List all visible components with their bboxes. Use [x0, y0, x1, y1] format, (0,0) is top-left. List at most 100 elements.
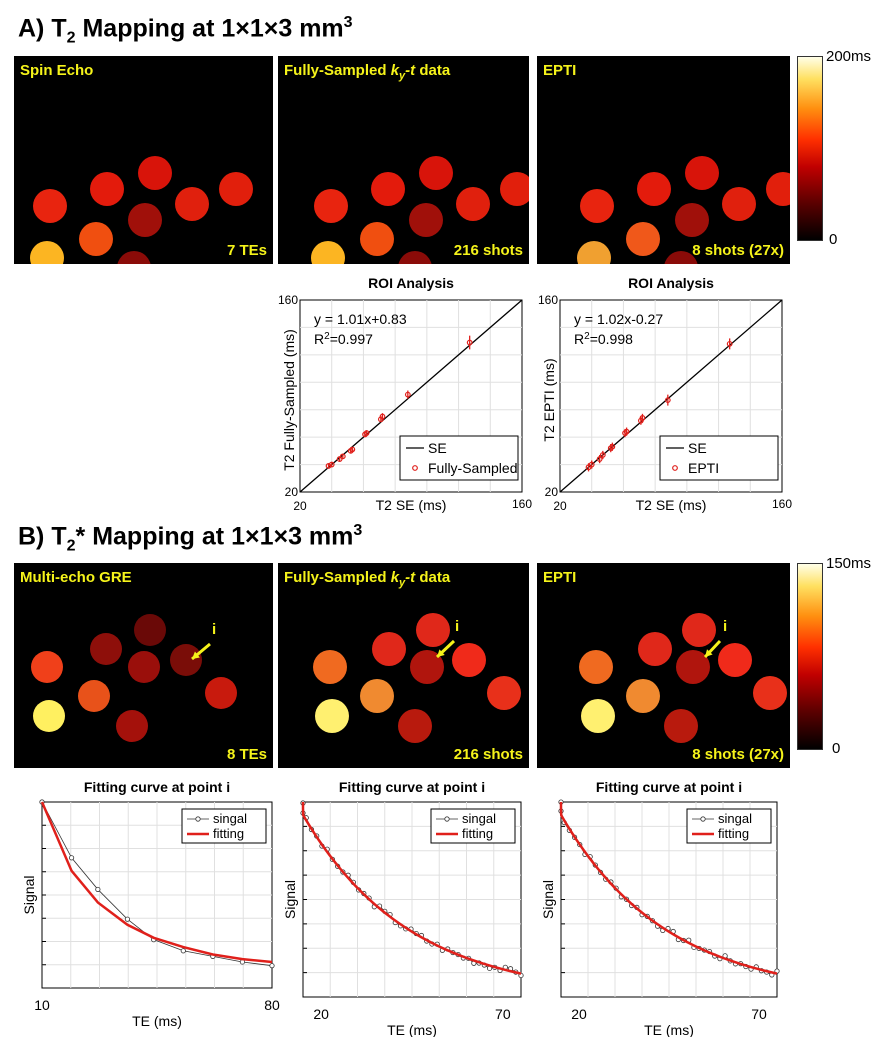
panel-note: 7 TEs [226, 242, 267, 259]
t2star-map-epti: EPTI 8 shots (27x) i [537, 563, 790, 768]
x-tick-label: 10 [34, 997, 50, 1013]
y-tick-label: 20 [545, 485, 559, 499]
r-squared: R2=0.998 [574, 331, 633, 347]
legend-swatch-points [672, 465, 678, 471]
phantom-circle [314, 189, 348, 223]
phantom-circle [637, 172, 671, 206]
x-tick-label: 20 [571, 1006, 587, 1022]
data-point [379, 413, 386, 420]
data-point [363, 430, 370, 436]
point-i-label: i [212, 621, 217, 638]
legend-swatch-points [412, 465, 418, 471]
phantom-image [313, 613, 521, 743]
y-axis-label: Signal [540, 880, 556, 919]
x-tick-label: 70 [495, 1006, 511, 1022]
panel-title: Fully-Sampled ky-t data [284, 62, 451, 82]
phantom-circle [31, 651, 63, 683]
phantom-circle [419, 156, 453, 190]
data-point [339, 453, 346, 460]
r2-part: R [574, 331, 584, 347]
x-axis-label: TE (ms) [644, 1022, 694, 1037]
data-point [639, 415, 646, 421]
panel-title: Fully-Sampled ky-t data [284, 569, 451, 589]
legend-label: singal [213, 811, 247, 826]
x-tick-label: 80 [264, 997, 280, 1013]
x-tick-label: 20 [293, 499, 307, 513]
phantom-circle [134, 614, 166, 646]
data-point [623, 428, 630, 435]
fitting-curve-plot-epti: Fitting curve at point i TE (ms) Signal 20 7… [540, 779, 780, 1037]
fitting-curve-plot-fully-sampled: Fitting curve at point i TE (ms) Signal 20 7… [282, 779, 524, 1037]
phantom-circle [360, 222, 394, 256]
phantom-image [30, 156, 253, 264]
phantom-circle [500, 172, 529, 206]
legend-swatch-signal-point [700, 816, 706, 822]
phantom-circle [718, 643, 752, 677]
legend-swatch-signal-point [444, 816, 450, 822]
legend-box [181, 808, 267, 844]
roi-analysis-plot-epti: ROI Analysis y = 1.02x-0.27 R2=0.998 T2 SE … [538, 275, 792, 513]
phantom-circle [581, 699, 615, 733]
arrow-head [705, 649, 713, 657]
fitting-curve-plot-gre: Fitting curve at point i TE (ms) Signal 10 8… [21, 779, 280, 1029]
colorbar-t2 [797, 56, 823, 241]
section-b-title: B) T2* Mapping at 1×1×3 mm3 [18, 522, 363, 555]
legend-label: EPTI [688, 460, 719, 476]
phantom-circle [626, 679, 660, 713]
point-i-label: i [723, 618, 728, 635]
point-i-label: i [455, 618, 460, 635]
phantom-circle [456, 187, 490, 221]
legend-label: SE [428, 440, 447, 456]
phantom-circle [676, 650, 710, 684]
y-tick-label: 160 [538, 293, 558, 307]
phantom-circle [33, 700, 65, 732]
x-axis-label: T2 SE (ms) [376, 497, 447, 513]
phantom-circle [577, 241, 611, 264]
r2-superscript: 2 [584, 331, 590, 342]
phantom-circle [128, 203, 162, 237]
phantom-circle [313, 650, 347, 684]
data-point [599, 452, 606, 458]
phantom-circle [360, 679, 394, 713]
data-point [466, 339, 473, 346]
phantom-circle [766, 172, 790, 206]
arrow-head [192, 651, 200, 659]
legend-label: SE [688, 440, 707, 456]
colorbar-t2star [797, 563, 823, 750]
phantom-circle [30, 241, 64, 264]
y-axis-label: Signal [282, 880, 298, 919]
legend-label: Fully-Sampled [428, 460, 517, 476]
regression-equation: y = 1.02x-0.27 [574, 311, 663, 327]
phantom-circle [664, 251, 698, 264]
fitting-line [559, 802, 778, 975]
panel-title: EPTI [543, 569, 577, 586]
data-point [349, 446, 356, 453]
legend-label: fitting [718, 826, 749, 841]
phantom-circle [398, 709, 432, 743]
roi-analysis-plot-fully-sampled: ROI Analysis y = 1.01x+0.83 R2=0.997 T2 SE … [278, 275, 532, 513]
data-point [596, 456, 603, 462]
r2-part: =0.997 [330, 331, 373, 347]
phantom-circle [372, 632, 406, 666]
signal-point [95, 886, 101, 893]
signal-point [180, 948, 186, 954]
phantom-circle [487, 676, 521, 710]
x-tick-label: 20 [313, 1006, 329, 1022]
panel-note: 8 shots (27x) [692, 242, 784, 259]
y-axis-label: T2 EPTI (ms) [541, 358, 557, 441]
section-a-title: A) T2 Mapping at 1×1×3 mm3 [18, 14, 353, 47]
signal-point [269, 963, 275, 969]
phantom-circle [90, 633, 122, 665]
phantom-circle [410, 650, 444, 684]
y-tick-label: 20 [285, 485, 299, 499]
arrow-head [437, 649, 445, 657]
plot-title: Fitting curve at point i [596, 779, 742, 795]
phantom-circle [128, 651, 160, 683]
phantom-circle [580, 189, 614, 223]
plot-title: ROI Analysis [628, 275, 714, 291]
legend-label: singal [462, 811, 496, 826]
phantom-circle [579, 650, 613, 684]
r2-superscript: 2 [324, 331, 330, 342]
signal-point [68, 855, 75, 861]
t2-map-spin-echo: Spin Echo 7 TEs [14, 56, 273, 264]
